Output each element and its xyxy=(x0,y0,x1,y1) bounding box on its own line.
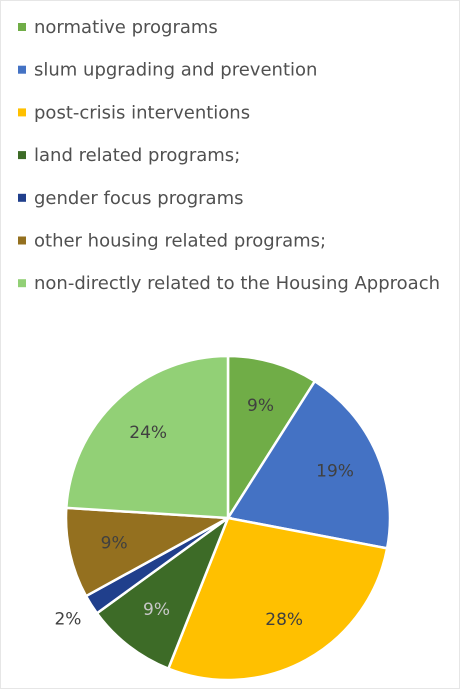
pie-slice xyxy=(166,516,389,682)
legend-label: land related programs; xyxy=(34,145,240,166)
legend-swatch xyxy=(18,236,26,245)
legend-swatch xyxy=(18,65,26,74)
legend-swatch xyxy=(18,279,26,288)
slice-label: 19% xyxy=(316,462,354,482)
slice-label: 9% xyxy=(143,600,170,620)
legend-label: slum upgrading and prevention xyxy=(34,60,317,81)
slice-label: 2% xyxy=(54,610,81,630)
pie-slice xyxy=(64,354,230,520)
legend-label: normative programs xyxy=(34,17,218,38)
legend-label: other housing related programs; xyxy=(34,231,326,252)
legend-label: gender focus programs xyxy=(34,188,244,209)
legend-label: non-directly related to the Housing Appr… xyxy=(34,273,440,294)
pie-slice xyxy=(226,354,317,523)
legend-swatch xyxy=(18,151,26,160)
legend-label: post-crisis interventions xyxy=(34,102,250,123)
slice-label: 9% xyxy=(101,533,128,553)
slice-label: 28% xyxy=(265,610,303,630)
pie-slice xyxy=(64,506,233,598)
legend-swatch xyxy=(18,193,26,202)
legend-swatch xyxy=(18,23,26,31)
slice-label: 24% xyxy=(129,423,167,443)
legend-swatch xyxy=(18,108,26,117)
pie-slice xyxy=(95,514,231,671)
slice-label: 9% xyxy=(247,396,274,416)
pie-slice xyxy=(225,379,392,550)
